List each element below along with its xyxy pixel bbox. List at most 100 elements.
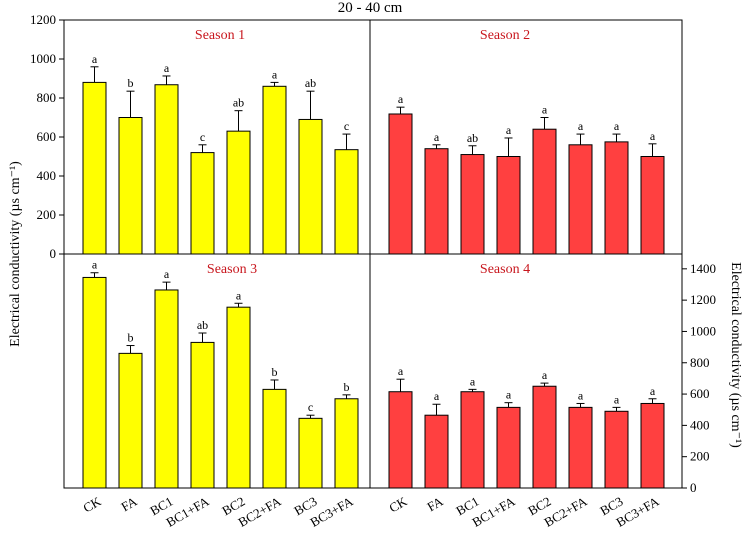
significance-letter: c [344,119,349,133]
bar [496,406,521,489]
panel-season-2: Season 2 a a ab a a a a a [369,19,683,255]
y-tick-label: 200 [690,449,710,464]
significance-letter: ab [467,131,478,145]
significance-letter: a [92,258,98,272]
bar [190,152,215,255]
y-tick-label: 200 [37,207,57,222]
y-tick-label: 1000 [690,323,716,338]
bar [496,156,521,255]
bar [118,117,143,255]
significance-letter: ab [305,76,316,90]
y-tick-label: 1400 [690,261,716,276]
significance-letter: b [128,331,134,345]
significance-letter: ab [233,96,244,110]
y-tick-label: 800 [690,355,710,370]
y-tick-label: 600 [37,129,57,144]
bar [226,130,251,255]
bar [424,148,449,255]
bar [154,289,179,489]
bar [154,84,179,255]
significance-letter: a [434,389,440,403]
y-axis-label-right: Electrical conductivity (µs cm⁻¹) [728,262,743,448]
significance-letter: a [506,123,512,137]
y-tick-label: 1200 [690,292,716,307]
significance-letter: c [200,130,205,144]
y-tick-label: 1000 [30,51,56,66]
bar [118,352,143,489]
significance-letter: b [128,76,134,90]
significance-letter: c [308,400,313,414]
significance-letter: a [164,61,170,75]
bar [82,81,107,255]
bar [388,391,413,489]
panel-title: Season 2 [480,28,530,43]
significance-letter: a [236,288,242,302]
y-axis-label-left: Electrical conductivity (µs cm⁻¹) [8,161,23,347]
y-tick-label: 600 [690,386,710,401]
significance-letter: a [434,130,440,144]
y-tick-label: 0 [690,480,697,495]
category-label: FA [118,493,140,514]
bar [604,410,629,489]
significance-letter: a [542,368,548,382]
significance-letter: a [398,364,404,378]
bar [460,154,485,255]
bar [388,113,413,255]
significance-letter: b [272,365,278,379]
significance-letter: a [542,103,548,117]
bar [532,385,557,489]
bar [298,118,323,255]
significance-letter: a [470,374,476,388]
bar [460,391,485,489]
significance-letter: a [398,92,404,106]
bar [82,276,107,489]
bar [640,402,665,489]
bar [226,306,251,489]
panel-frame [63,19,371,255]
significance-letter: a [650,129,656,143]
bar [334,398,359,489]
significance-letter: a [578,119,584,133]
significance-letter: a [506,388,512,402]
significance-letter: b [344,380,350,394]
panel-frame [63,253,371,489]
significance-letter: a [614,119,620,133]
bar [298,417,323,489]
panel-frame [369,253,683,489]
bar [604,141,629,255]
significance-letter: a [92,52,98,66]
category-label: CK [80,493,104,515]
bar [568,406,593,489]
bar [568,144,593,255]
bar [640,156,665,255]
category-label: FA [424,493,446,514]
y-tick-label: 1200 [30,12,56,27]
significance-letter: a [650,384,656,398]
bar [424,414,449,489]
y-tick-label: 0 [50,246,57,261]
panel-title: Season 3 [207,262,257,277]
panel-title: Season 1 [195,28,245,43]
significance-letter: a [164,267,170,281]
bar [532,128,557,255]
y-tick-label: 800 [37,90,57,105]
panel-frame [369,19,683,255]
figure-title: 20 - 40 cm [338,0,403,16]
panels-group: Season 1abacabaabc020040060080010001200S… [30,12,716,530]
bar [262,388,287,489]
y-tick-label: 400 [37,168,57,183]
significance-letter: a [614,392,620,406]
y-tick-label: 400 [690,417,710,432]
significance-letter: a [578,388,584,402]
significance-letter: ab [197,318,208,332]
category-label: CK [386,493,410,515]
significance-letter: a [272,67,278,81]
bar [262,85,287,255]
panel-title: Season 4 [480,262,530,277]
bar [334,149,359,255]
bar [190,341,215,489]
